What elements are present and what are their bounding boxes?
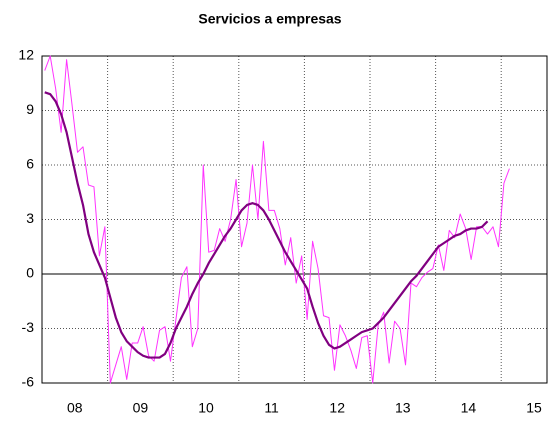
y-tick-label: 12 <box>18 47 34 63</box>
y-tick-label: -6 <box>22 374 35 390</box>
y-tick-label: 9 <box>26 101 34 117</box>
x-tick-label: 14 <box>461 400 477 416</box>
x-tick-label: 11 <box>264 400 279 416</box>
x-tick-label: 13 <box>395 400 411 416</box>
series-line <box>44 55 510 384</box>
x-tick-label: 09 <box>133 400 149 416</box>
x-tick-label: 08 <box>67 400 83 416</box>
y-tick-label: -3 <box>22 319 35 335</box>
y-tick-label: 0 <box>26 265 34 281</box>
chart-title: Servicios a empresas <box>198 11 341 27</box>
x-tick-label: 10 <box>198 400 214 416</box>
x-tick-label: 15 <box>526 400 542 416</box>
series-line <box>44 91 489 359</box>
x-tick-label: 12 <box>329 400 345 416</box>
y-tick-label: 6 <box>26 156 34 172</box>
y-tick-label: 3 <box>26 210 34 226</box>
plot-frame <box>41 55 548 384</box>
